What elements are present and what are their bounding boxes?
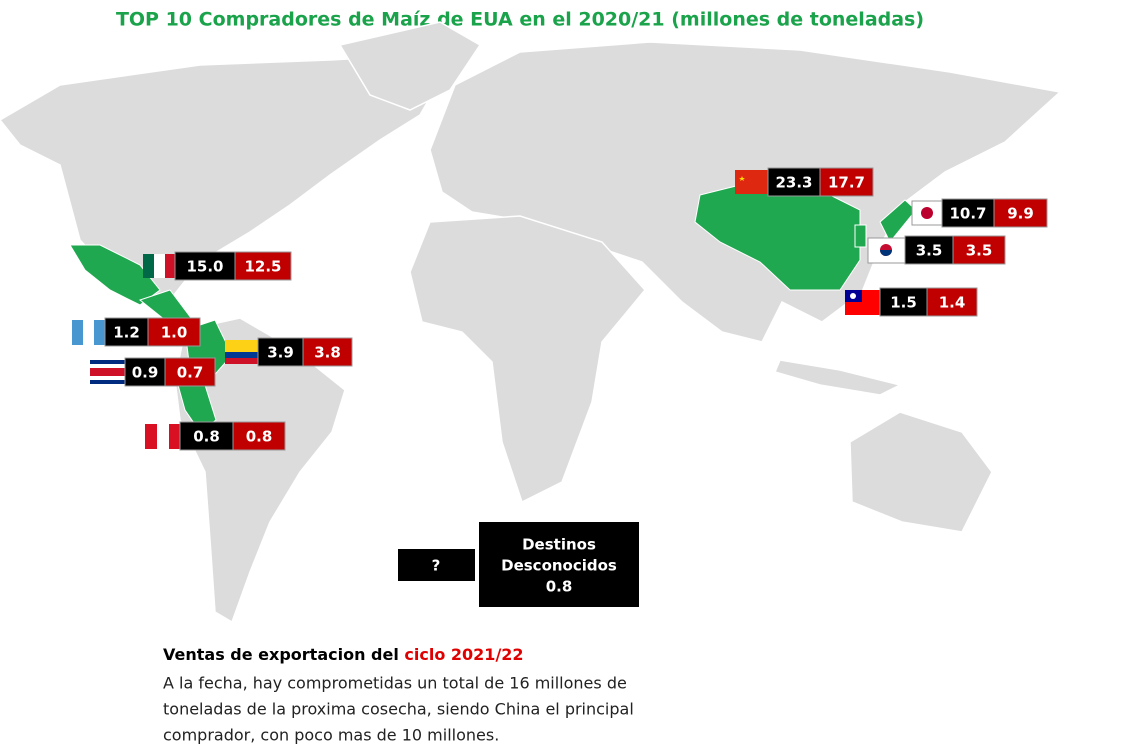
note-line: A la fecha, hay comprometidas un total d… xyxy=(163,674,627,693)
value-label: 9.9 xyxy=(1007,205,1034,223)
value-label: 1.2 xyxy=(113,324,140,342)
flag xyxy=(735,170,768,194)
flag xyxy=(867,237,906,264)
flag xyxy=(145,424,181,449)
value-label: 0.7 xyxy=(177,364,204,382)
value-box xyxy=(767,167,821,197)
value-box xyxy=(904,235,954,265)
note-heading: Ventas de exportacion del ciclo 2021/22 xyxy=(163,645,524,664)
note-heading-text: Ventas de exportacion del xyxy=(163,645,404,664)
value-box xyxy=(257,337,304,367)
unknown-value: 0.8 xyxy=(546,578,573,596)
flag xyxy=(143,254,176,278)
unknown-label: Destinos xyxy=(522,536,596,554)
value-label: 3.5 xyxy=(916,242,943,260)
unknown: ? Destinos Desconocidos 0.8 xyxy=(398,522,639,607)
flag xyxy=(225,340,258,364)
unknown-box xyxy=(479,522,639,607)
value-label: 3.8 xyxy=(314,344,341,362)
value-label: 10.7 xyxy=(949,205,986,223)
value-box xyxy=(879,287,928,317)
value-label: 1.4 xyxy=(939,294,966,312)
value-label: 1.0 xyxy=(161,324,188,342)
value-label: 17.7 xyxy=(828,174,865,192)
value-box xyxy=(926,287,978,317)
value-box xyxy=(941,198,995,228)
note-heading-highlight: ciclo 2021/22 xyxy=(404,645,523,664)
value-box xyxy=(993,198,1048,228)
value-label: 0.9 xyxy=(132,364,159,382)
value-box xyxy=(819,167,874,197)
value-box xyxy=(174,251,236,281)
unknown-icon-box xyxy=(398,549,475,581)
unknown-label: Desconocidos xyxy=(501,557,617,575)
value-label: 1.5 xyxy=(890,294,917,312)
title: TOP 10 Compradores de Maíz de EUA en el … xyxy=(116,9,924,31)
value-box xyxy=(164,357,216,387)
world xyxy=(0,21,1062,624)
flags xyxy=(72,170,943,449)
value-box xyxy=(952,235,1006,265)
value-label: 12.5 xyxy=(244,258,281,276)
value-label: 0.8 xyxy=(193,428,220,446)
value-label: 15.0 xyxy=(186,258,223,276)
flag xyxy=(72,320,105,345)
value-box xyxy=(302,337,353,367)
value-label: 3.9 xyxy=(267,344,294,362)
value-box xyxy=(179,421,234,451)
value-box xyxy=(232,421,286,451)
value-label: 3.5 xyxy=(966,242,993,260)
value-label: 23.3 xyxy=(775,174,812,192)
flag xyxy=(911,200,943,226)
value-label: 0.8 xyxy=(246,428,273,446)
flag xyxy=(90,360,125,384)
value-box xyxy=(147,317,201,347)
value-box xyxy=(234,251,292,281)
flag xyxy=(845,290,880,315)
note-line: comprador, con poco mas de 10 millones. xyxy=(163,726,499,745)
unknown-icon: ? xyxy=(432,557,441,575)
note-line: toneladas de la proxima cosecha, siendo … xyxy=(163,700,634,719)
